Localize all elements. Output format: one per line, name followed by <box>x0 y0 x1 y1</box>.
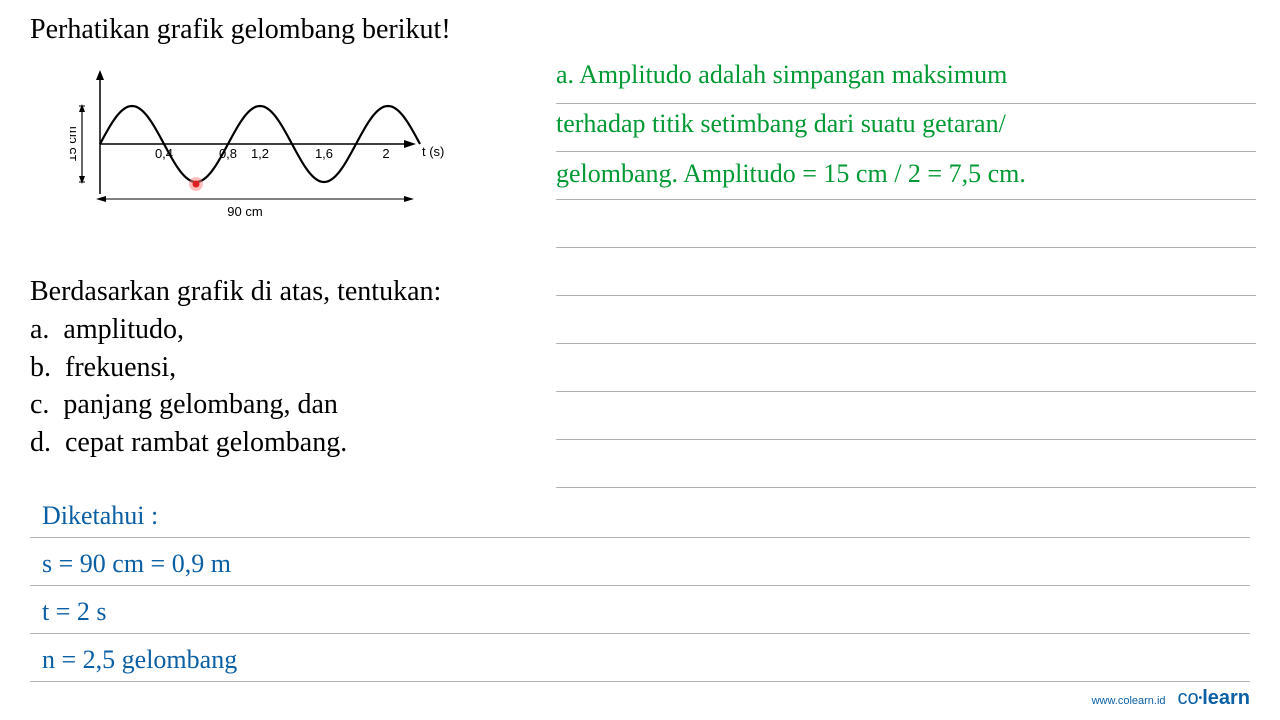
svg-text:2: 2 <box>382 146 389 161</box>
known-line-2: t = 2 s <box>42 588 237 636</box>
footer: www.colearn.id co•learn <box>1092 687 1250 710</box>
svg-text:0,4: 0,4 <box>155 146 173 161</box>
question-panel: Perhatikan grafik gelombang berikut! 15 … <box>30 14 540 462</box>
item-d: d. cepat rambat gelombang. <box>30 424 540 462</box>
known-line-3: n = 2,5 gelombang <box>42 636 237 684</box>
question-title: Perhatikan grafik gelombang berikut! <box>30 14 540 46</box>
known-panel: Diketahui : s = 90 cm = 0,9 m t = 2 s n … <box>42 492 237 684</box>
footer-url: www.colearn.id <box>1092 695 1166 707</box>
x-axis-unit-label: t (s) <box>422 144 444 159</box>
svg-text:1,6: 1,6 <box>315 146 333 161</box>
answer-line-2: terhadap titik setimbang dari suatu geta… <box>556 99 1256 148</box>
x-width-label: 90 cm <box>227 204 262 219</box>
subtitle: Berdasarkan grafik di atas, tentukan: <box>30 273 540 311</box>
footer-logo: co•learn <box>1178 687 1250 710</box>
sub-question-block: Berdasarkan grafik di atas, tentukan: a.… <box>30 273 540 462</box>
answer-line-1: a. Amplitudo adalah simpangan maksimum <box>556 50 1256 99</box>
answer-line-3: gelombang. Amplitudo = 15 cm / 2 = 7,5 c… <box>556 149 1256 198</box>
item-b: b. frekuensi, <box>30 349 540 387</box>
y-height-label: 15 cm <box>70 126 79 161</box>
svg-text:0,8: 0,8 <box>219 146 237 161</box>
wave-graph: 15 cm 90 cm 0,4 0,8 1,2 1,6 2 t (s) <box>70 64 490 244</box>
item-a: a. amplitudo, <box>30 311 540 349</box>
answer-panel: a. Amplitudo adalah simpangan maksimum t… <box>556 50 1256 198</box>
known-line-1: s = 90 cm = 0,9 m <box>42 540 237 588</box>
svg-text:1,2: 1,2 <box>251 146 269 161</box>
known-title: Diketahui : <box>42 492 237 540</box>
item-c: c. panjang gelombang, dan <box>30 386 540 424</box>
